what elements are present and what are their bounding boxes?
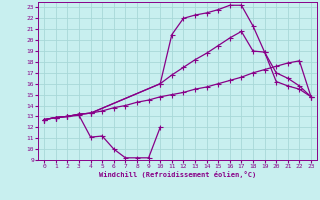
X-axis label: Windchill (Refroidissement éolien,°C): Windchill (Refroidissement éolien,°C) (99, 171, 256, 178)
